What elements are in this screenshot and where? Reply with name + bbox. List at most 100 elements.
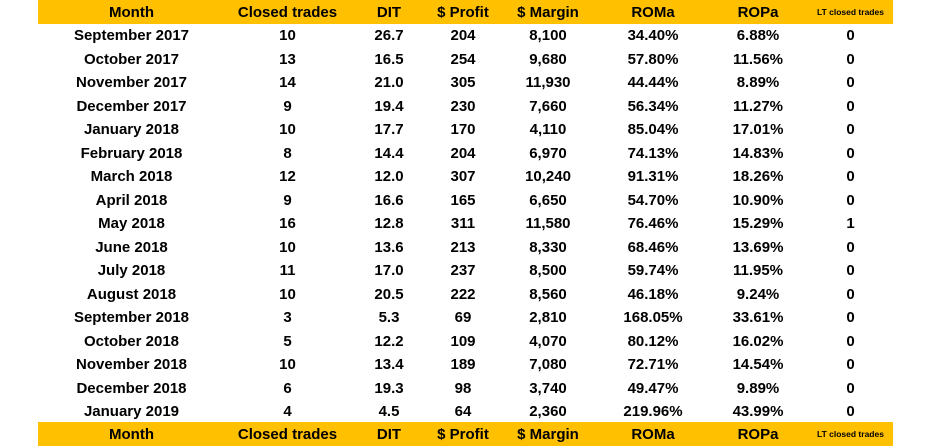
cell-roma: 49.47% (627, 379, 679, 397)
column-footer-profit: $ Profit (437, 425, 489, 443)
table-row: November 2017 14 21.0 305 11,930 44.44% 8.89% 0 (38, 71, 893, 95)
cell-margin: 11,580 (525, 215, 571, 233)
cell-dit: 5.3 (378, 309, 400, 327)
table-row: March 2018 12 12.0 307 10,240 91.31% 18.26% 0 (38, 165, 893, 189)
cell-profit: 311 (450, 215, 476, 233)
cell-lt-closed-trades: 0 (846, 121, 855, 139)
cell-lt-closed-trades: 0 (846, 262, 855, 280)
cell-margin: 8,560 (529, 285, 567, 303)
cell-margin: 9,680 (529, 50, 567, 68)
cell-margin: 2,360 (529, 403, 567, 421)
cell-roma: 68.46% (627, 238, 679, 256)
column-footer-closed-trades: Closed trades (237, 425, 338, 443)
cell-ropa: 16.02% (732, 332, 784, 350)
cell-profit: 230 (450, 97, 476, 115)
cell-profit: 98 (454, 379, 472, 397)
cell-lt-closed-trades: 0 (846, 74, 855, 92)
cell-dit: 16.5 (374, 50, 404, 68)
cell-closed-trades: 5 (283, 332, 292, 350)
cell-lt-closed-trades: 0 (846, 356, 855, 374)
cell-roma: 74.13% (627, 144, 679, 162)
cell-closed-trades: 12 (279, 168, 296, 186)
column-header-profit: $ Profit (437, 3, 489, 21)
cell-ropa: 6.88% (736, 27, 780, 45)
cell-month: October 2017 (83, 50, 180, 68)
cell-ropa: 9.89% (736, 379, 780, 397)
cell-month: December 2018 (76, 379, 187, 397)
cell-lt-closed-trades: 0 (846, 50, 855, 68)
cell-lt-closed-trades: 0 (846, 97, 855, 115)
cell-lt-closed-trades: 0 (846, 238, 855, 256)
cell-profit: 189 (450, 356, 476, 374)
cell-ropa: 14.54% (732, 356, 784, 374)
cell-margin: 8,100 (529, 27, 567, 45)
column-footer-margin: $ Margin (517, 425, 579, 443)
cell-dit: 4.5 (378, 403, 400, 421)
table-row: December 2017 9 19.4 230 7,660 56.34% 11.27% 0 (38, 95, 893, 119)
header-row-top: Month Closed trades DIT $ Profit $ Margi… (38, 0, 893, 24)
cell-margin: 6,970 (529, 144, 567, 162)
cell-profit: 213 (450, 238, 476, 256)
table-row: September 2017 10 26.7 204 8,100 34.40% 6.88% 0 (38, 24, 893, 48)
cell-profit: 64 (454, 403, 472, 421)
cell-dit: 21.0 (374, 74, 404, 92)
cell-dit: 13.4 (374, 356, 404, 374)
cell-roma: 34.40% (627, 27, 679, 45)
cell-ropa: 8.89% (736, 74, 780, 92)
cell-dit: 14.4 (374, 144, 404, 162)
column-footer-roma: ROMa (631, 425, 675, 443)
cell-closed-trades: 11 (279, 262, 296, 280)
table-row: October 2017 13 16.5 254 9,680 57.80% 11.56% 0 (38, 48, 893, 72)
cell-ropa: 33.61% (732, 309, 784, 327)
cell-dit: 13.6 (374, 238, 404, 256)
table-row: September 2018 3 5.3 69 2,810 168.05% 33.61% 0 (38, 306, 893, 330)
table-row: July 2018 11 17.0 237 8,500 59.74% 11.95% 0 (38, 259, 893, 283)
cell-margin: 7,660 (529, 97, 567, 115)
cell-dit: 17.0 (374, 262, 404, 280)
cell-ropa: 14.83% (732, 144, 784, 162)
cell-roma: 76.46% (627, 215, 679, 233)
table-row: December 2018 6 19.3 98 3,740 49.47% 9.89% 0 (38, 377, 893, 401)
cell-closed-trades: 10 (279, 121, 296, 139)
cell-profit: 204 (450, 27, 476, 45)
table-row: January 2019 4 4.5 64 2,360 219.96% 43.99% 0 (38, 400, 893, 424)
table-row: October 2018 5 12.2 109 4,070 80.12% 16.02% 0 (38, 330, 893, 354)
cell-margin: 7,080 (529, 356, 567, 374)
cell-lt-closed-trades: 0 (846, 379, 855, 397)
cell-dit: 12.0 (374, 168, 404, 186)
cell-dit: 12.2 (374, 332, 404, 350)
cell-month: December 2017 (76, 97, 187, 115)
cell-margin: 10,240 (525, 168, 571, 186)
cell-roma: 54.70% (627, 191, 679, 209)
cell-month: November 2018 (76, 356, 187, 374)
cell-month: July 2018 (97, 262, 166, 280)
table-row: January 2018 10 17.7 170 4,110 85.04% 17.01% 0 (38, 118, 893, 142)
cell-margin: 4,110 (529, 121, 567, 139)
column-footer-lt-closed-trades: LT closed trades (817, 429, 884, 439)
cell-lt-closed-trades: 0 (846, 332, 855, 350)
cell-dit: 16.6 (374, 191, 404, 209)
cell-lt-closed-trades: 0 (846, 309, 855, 327)
cell-profit: 170 (450, 121, 476, 139)
cell-dit: 26.7 (374, 27, 404, 45)
cell-closed-trades: 16 (279, 215, 296, 233)
cell-roma: 85.04% (627, 121, 679, 139)
cell-ropa: 10.90% (732, 191, 784, 209)
column-header-ropa: ROPa (737, 3, 779, 21)
cell-month: April 2018 (95, 191, 168, 209)
cell-profit: 165 (450, 191, 476, 209)
column-header-dit: DIT (376, 3, 402, 21)
cell-month: March 2018 (90, 168, 173, 186)
column-header-margin: $ Margin (517, 3, 579, 21)
column-header-roma: ROMa (631, 3, 675, 21)
cell-roma: 44.44% (627, 74, 679, 92)
cell-closed-trades: 9 (283, 191, 292, 209)
column-footer-dit: DIT (376, 425, 402, 443)
cell-ropa: 11.56% (732, 50, 784, 68)
cell-roma: 91.31% (627, 168, 679, 186)
cell-lt-closed-trades: 0 (846, 27, 855, 45)
cell-lt-closed-trades: 0 (846, 168, 855, 186)
cell-closed-trades: 8 (283, 144, 292, 162)
cell-roma: 168.05% (623, 309, 683, 327)
cell-ropa: 9.24% (736, 285, 780, 303)
